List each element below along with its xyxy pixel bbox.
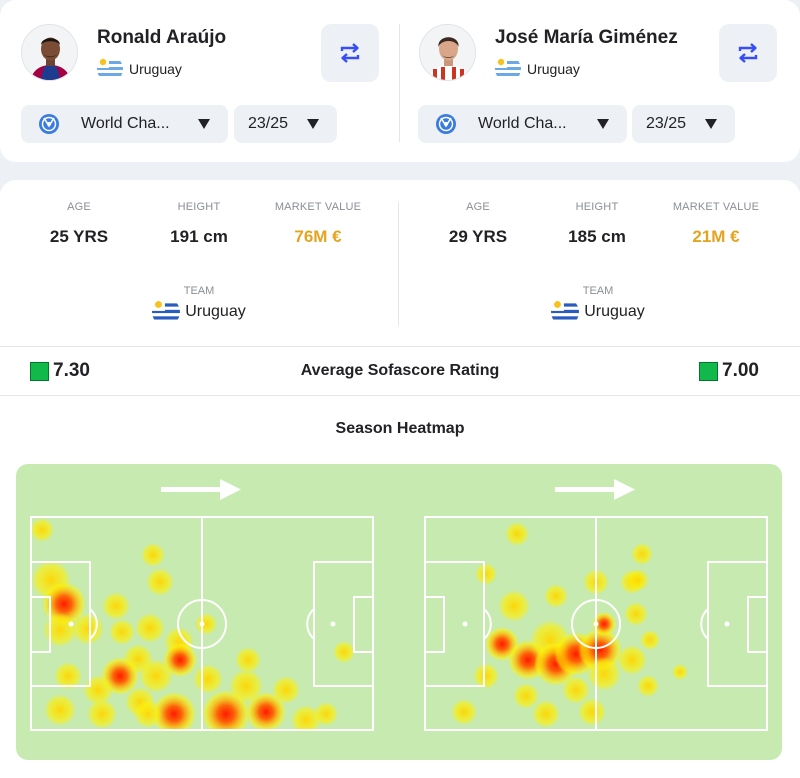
uruguay-flag-icon [495, 56, 521, 82]
team-name: Uruguay [185, 303, 246, 320]
player-1-competition-select[interactable]: World Cha... [21, 105, 228, 143]
player-2-height: HEIGHT 185 cm [537, 201, 657, 247]
swap-arrows-icon [340, 43, 360, 63]
team-label: TEAM [183, 285, 215, 297]
swap-player-1-button[interactable] [321, 24, 379, 82]
player-1-season-select[interactable]: 23/25 [234, 105, 337, 143]
player-selection-card: Ronald Araújo Uruguay World Cha... 23/25 [0, 0, 800, 162]
player-2-header: José María Giménez Uruguay World Cha... … [400, 0, 798, 162]
age-value: 25 YRS [49, 227, 109, 246]
market-value-label: MARKET VALUE [672, 201, 760, 213]
world-championship-logo-icon [436, 114, 456, 134]
uruguay-flag-icon [551, 298, 580, 326]
divider [399, 24, 400, 142]
team-label: TEAM [582, 285, 614, 297]
player-1-height: HEIGHT 191 cm [139, 201, 259, 247]
market-value-value: 76M € [294, 227, 342, 246]
player-1-heat-layer [31, 518, 355, 730]
player-1-age: AGE 25 YRS [19, 201, 139, 247]
player-1-rating-value: 7.30 [53, 360, 90, 381]
attack-direction-arrow-icon [161, 479, 241, 500]
swap-player-2-button[interactable] [719, 24, 777, 82]
player-2-heat-layer [451, 522, 688, 728]
height-label: HEIGHT [177, 201, 221, 213]
player-2-market-value: MARKET VALUE 21M € [656, 201, 776, 247]
player-2-rating-value: 7.00 [722, 360, 759, 381]
rating-row: 7.30 Average Sofascore Rating 7.00 [0, 348, 800, 396]
player-1-header: Ronald Araújo Uruguay World Cha... 23/25 [0, 0, 398, 162]
rating-indicator-icon [30, 361, 49, 381]
rating-title: Average Sofascore Rating [300, 362, 500, 379]
triangle-down-icon [597, 119, 609, 129]
player-2-season-label: 23/25 [646, 115, 687, 132]
divider [0, 395, 800, 396]
player-2-name: José María Giménez [495, 27, 678, 48]
market-value-label: MARKET VALUE [274, 201, 362, 213]
uruguay-flag-icon [97, 56, 123, 82]
player-1-avatar[interactable] [21, 24, 78, 81]
swap-arrows-icon [738, 43, 758, 63]
world-championship-logo-icon [39, 114, 59, 134]
player-1-competition-label: World Cha... [81, 115, 170, 132]
height-label: HEIGHT [575, 201, 619, 213]
player-2-competition-label: World Cha... [478, 115, 567, 132]
player-1-rating: 7.30 [30, 360, 90, 382]
player-1-team[interactable]: Uruguay [0, 298, 398, 326]
triangle-down-icon [705, 119, 717, 129]
heatmap-title: Season Heatmap [335, 420, 465, 437]
player-1-country: Uruguay [97, 56, 182, 82]
height-value: 185 cm [568, 227, 626, 246]
divider [0, 346, 800, 347]
player-1-pitch [30, 516, 374, 731]
comparison-card: AGE 25 YRS HEIGHT 191 cm MARKET VALUE 76… [0, 180, 800, 778]
height-value: 191 cm [170, 227, 228, 246]
rating-indicator-icon [699, 361, 718, 381]
player-2-rating: 7.00 [699, 360, 759, 382]
divider [398, 202, 399, 326]
player-2-age: AGE 29 YRS [418, 201, 538, 247]
triangle-down-icon [198, 119, 210, 129]
player-2-team[interactable]: Uruguay [399, 298, 797, 326]
player-2-country: Uruguay [495, 56, 580, 82]
triangle-down-icon [307, 119, 319, 129]
player-1-country-label: Uruguay [129, 61, 182, 77]
age-value: 29 YRS [448, 227, 508, 246]
player-1-name: Ronald Araújo [97, 27, 227, 48]
player-2-stats: AGE 29 YRS HEIGHT 185 cm MARKET VALUE 21… [399, 180, 797, 346]
team-name: Uruguay [584, 303, 645, 320]
heatmap-panel [16, 464, 782, 760]
attack-direction-arrow-icon [555, 479, 635, 500]
player-1-season-label: 23/25 [248, 115, 289, 132]
uruguay-flag-icon [152, 298, 181, 326]
market-value-value: 21M € [692, 227, 740, 246]
player-2-country-label: Uruguay [527, 61, 580, 77]
player-2-competition-select[interactable]: World Cha... [418, 105, 627, 143]
player-2-season-select[interactable]: 23/25 [632, 105, 735, 143]
player-1-market-value: MARKET VALUE 76M € [258, 201, 378, 247]
player-2-avatar[interactable] [419, 24, 476, 81]
player-1-stats: AGE 25 YRS HEIGHT 191 cm MARKET VALUE 76… [0, 180, 398, 346]
age-label: AGE [466, 201, 490, 213]
age-label: AGE [67, 201, 91, 213]
